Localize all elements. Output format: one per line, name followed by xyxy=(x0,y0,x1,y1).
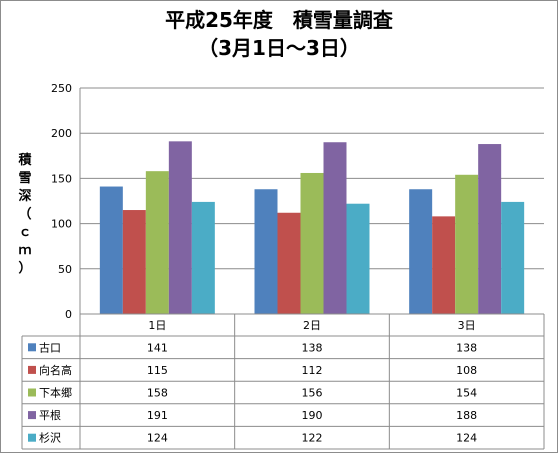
legend-key xyxy=(28,388,36,397)
bar-杉沢 xyxy=(346,203,370,314)
bar-平根 xyxy=(478,144,502,314)
bar-向名高 xyxy=(122,210,146,314)
bar-下本郷 xyxy=(455,174,479,314)
legend-label: 平根 xyxy=(39,408,61,422)
y-axis-label-char: ｃ xyxy=(18,225,32,240)
data-table-value: 112 xyxy=(302,364,323,377)
x-category-label: 3日 xyxy=(458,319,476,332)
chart-subtitle: （3月1日～3日） xyxy=(198,36,360,60)
y-axis-label-char: 雪 xyxy=(18,171,32,186)
bar-向名高 xyxy=(277,212,301,314)
y-axis-label-char: 積 xyxy=(18,153,32,168)
bar-下本郷 xyxy=(300,172,324,314)
bar-平根 xyxy=(323,142,347,314)
bar-古口 xyxy=(254,189,278,314)
data-table-value: 191 xyxy=(147,409,168,422)
y-axis-label-char: ｍ xyxy=(18,243,32,258)
chart-title: 平成25年度 積雪量調査 xyxy=(165,8,393,32)
data-table-value: 108 xyxy=(456,364,477,377)
bar-杉沢 xyxy=(191,201,215,314)
legend-key xyxy=(28,433,36,442)
legend-label: 古口 xyxy=(39,341,61,354)
y-tick-label: 100 xyxy=(51,218,72,231)
legend-key xyxy=(28,343,36,352)
data-table-value: 122 xyxy=(302,432,323,445)
bar-向名高 xyxy=(432,216,456,314)
data-table-value: 115 xyxy=(147,364,168,377)
legend-key xyxy=(28,365,36,374)
bar-下本郷 xyxy=(145,171,169,314)
legend-key xyxy=(28,411,36,420)
x-category-label: 1日 xyxy=(148,319,166,332)
data-table-value: 124 xyxy=(147,432,168,445)
y-axis-label-char: （ xyxy=(18,207,32,222)
legend-label: 向名高 xyxy=(39,363,72,377)
y-tick-label: 250 xyxy=(51,82,72,95)
bar-古口 xyxy=(99,186,123,314)
data-table-value: 124 xyxy=(456,432,477,445)
y-tick-label: 0 xyxy=(65,308,72,321)
data-table-value: 190 xyxy=(302,409,323,422)
x-category-label: 2日 xyxy=(303,319,321,332)
data-table-value: 154 xyxy=(456,387,477,400)
data-table-value: 156 xyxy=(302,387,323,400)
bar-古口 xyxy=(409,189,433,314)
data-table-value: 188 xyxy=(456,409,477,422)
y-tick-label: 50 xyxy=(58,263,72,276)
data-table-value: 138 xyxy=(302,341,323,354)
y-tick-label: 150 xyxy=(51,172,72,185)
bar-杉沢 xyxy=(501,201,525,314)
legend-label: 下本郷 xyxy=(39,386,72,400)
data-table-value: 158 xyxy=(147,387,168,400)
bar-平根 xyxy=(168,141,192,314)
data-table-value: 138 xyxy=(456,341,477,354)
y-axis-label-char: 深 xyxy=(18,189,32,204)
y-axis-label-char: ） xyxy=(18,261,32,276)
y-tick-label: 200 xyxy=(51,127,72,140)
legend-label: 杉沢 xyxy=(39,431,61,445)
data-table-value: 141 xyxy=(147,341,168,354)
chart-title-block: 平成25年度 積雪量調査 （3月1日～3日） xyxy=(0,6,558,62)
y-axis-label: 積雪深 （ ｃ ｍ ） xyxy=(14,152,36,278)
